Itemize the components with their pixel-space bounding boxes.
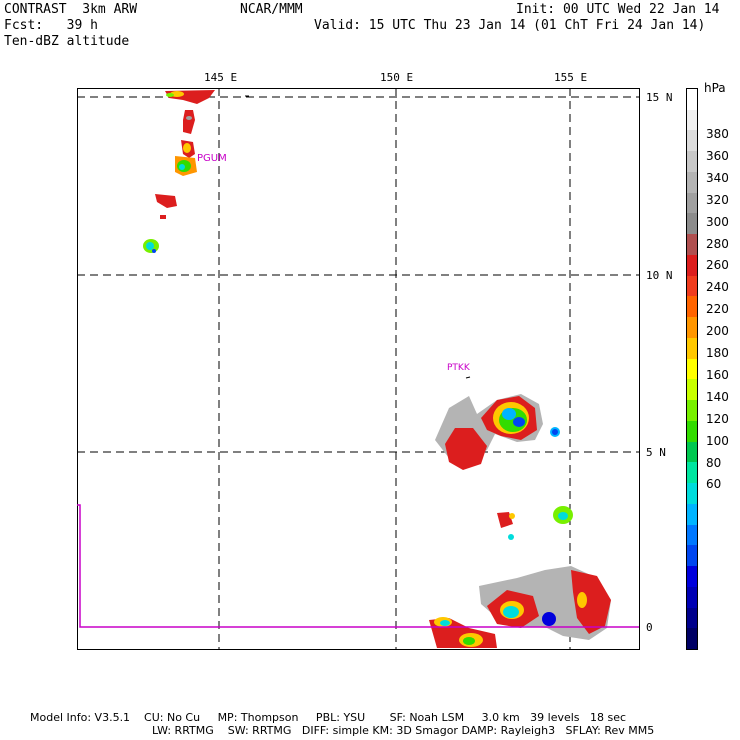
colorbar	[686, 88, 698, 650]
colorbar-label: 260	[706, 258, 729, 273]
colorbar-unit: hPa	[704, 81, 726, 95]
lat-label-10n: 10 N	[646, 269, 673, 282]
colorbar-label: 160	[706, 367, 729, 382]
station-label-pgum: PGUM	[197, 153, 227, 164]
lon-label-155: 155 E	[554, 71, 588, 84]
valid-time: Valid: 15 UTC Thu 23 Jan 14 (01 ChT Fri …	[314, 18, 706, 33]
colorbar-label: 280	[706, 236, 729, 251]
init-time: Init: 00 UTC Wed 22 Jan 14	[516, 2, 720, 17]
colorbar-swatch	[687, 296, 697, 318]
domain-boundary	[77, 504, 639, 628]
colorbar-label: 240	[706, 280, 729, 295]
colorbar-label: 320	[706, 192, 729, 207]
map-panel: PGUM PTKK	[77, 88, 640, 650]
colorbar-swatch	[687, 254, 697, 277]
colorbar-label: 200	[706, 324, 729, 339]
colorbar-swatch	[687, 151, 697, 173]
colorbar-swatch	[687, 109, 697, 131]
colorbar-swatch	[687, 213, 697, 235]
center-name: NCAR/MMM	[240, 2, 303, 17]
colorbar-label: 360	[706, 148, 729, 163]
lon-label-150: 150 E	[380, 71, 414, 84]
colorbar-swatch	[687, 234, 697, 256]
radar-echo-marianas	[143, 90, 215, 253]
colorbar-swatch	[687, 441, 697, 463]
radar-echo-carolines	[429, 394, 611, 648]
lon-label-145: 145 E	[204, 71, 238, 84]
colorbar-label: 340	[706, 170, 729, 185]
colorbar-label: 80	[706, 455, 722, 470]
colorbar-swatch	[687, 483, 697, 505]
colorbar-swatch	[687, 337, 697, 360]
colorbar-swatch	[687, 379, 697, 401]
model-title: CONTRAST 3km ARW	[4, 2, 138, 17]
model-info-line2: LW: RRTMG SW: RRTMG DIFF: simple KM: 3D …	[152, 724, 655, 737]
forecast-hour: Fcst: 39 h	[4, 18, 98, 33]
colorbar-swatch	[687, 566, 697, 588]
colorbar-swatch	[687, 192, 697, 214]
colorbar-label: 180	[706, 346, 729, 360]
model-info-line1: Model Info: V3.5.1 CU: No Cu MP: Thompso…	[30, 711, 627, 724]
lat-label-5n: 5 N	[646, 446, 666, 459]
lat-label-0: 0	[646, 621, 653, 634]
colorbar-swatch	[687, 524, 697, 546]
station-label-ptkk: PTKK	[447, 363, 471, 373]
colorbar-swatch	[687, 545, 697, 567]
colorbar-swatch	[687, 89, 697, 111]
field-name: Ten-dBZ altitude	[4, 34, 130, 49]
colorbar-label: 140	[706, 389, 729, 404]
colorbar-swatch	[687, 462, 697, 484]
colorbar-swatch	[687, 503, 697, 526]
colorbar-label: 100	[706, 433, 729, 448]
ptkk-coast	[465, 376, 471, 379]
colorbar-swatch	[687, 317, 697, 339]
colorbar-swatch	[687, 607, 697, 629]
colorbar-swatch	[687, 171, 697, 194]
map-frame	[77, 88, 640, 650]
colorbar-swatch	[687, 400, 697, 422]
colorbar-label: 300	[706, 214, 729, 229]
lat-label-15n: 15 N	[646, 91, 673, 104]
colorbar-swatch	[687, 358, 697, 380]
colorbar-swatch	[687, 628, 697, 650]
colorbar-label: 380	[706, 127, 729, 141]
colorbar-swatch	[687, 586, 697, 608]
colorbar-swatch	[687, 275, 697, 297]
colorbar-label: 60	[706, 477, 722, 492]
colorbar-label: 220	[706, 302, 729, 317]
colorbar-swatch	[687, 130, 697, 152]
colorbar-label: 120	[706, 411, 729, 426]
colorbar-swatch	[687, 420, 697, 443]
